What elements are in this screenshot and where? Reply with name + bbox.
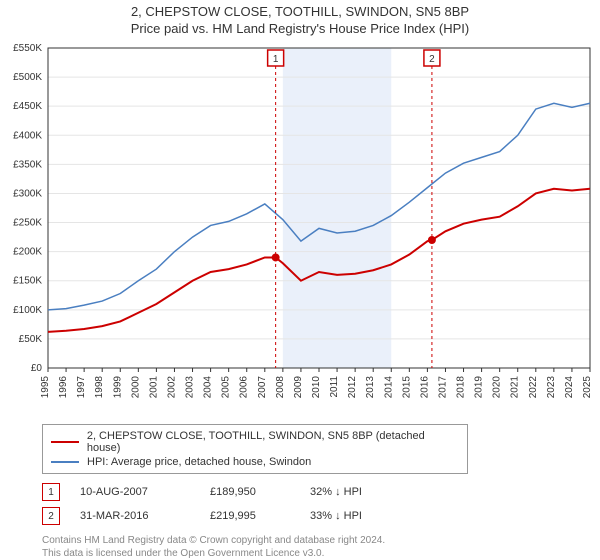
legend: 2, CHEPSTOW CLOSE, TOOTHILL, SWINDON, SN… bbox=[42, 424, 468, 474]
sales-table: 1 10-AUG-2007 £189,950 32% ↓ HPI 2 31-MAR-201… bbox=[42, 480, 600, 528]
svg-text:2017: 2017 bbox=[437, 376, 448, 399]
svg-text:2000: 2000 bbox=[130, 376, 141, 399]
line-chart-svg: £0 £50K £100K £150K £200K £250K £300K £350K £400… bbox=[0, 38, 600, 418]
svg-text:2005: 2005 bbox=[221, 376, 232, 399]
sale-pct-vs-hpi: 32% ↓ HPI bbox=[310, 486, 410, 498]
sale-marker-box: 2 bbox=[42, 507, 60, 525]
svg-text:2016: 2016 bbox=[419, 376, 430, 399]
svg-text:2001: 2001 bbox=[148, 376, 159, 399]
svg-text:2012: 2012 bbox=[347, 376, 358, 399]
svg-text:2013: 2013 bbox=[365, 376, 376, 399]
legend-swatch bbox=[51, 441, 79, 443]
svg-text:£400K: £400K bbox=[13, 130, 42, 141]
svg-text:£200K: £200K bbox=[13, 247, 42, 258]
svg-text:1999: 1999 bbox=[112, 376, 123, 399]
title-main: 2, CHEPSTOW CLOSE, TOOTHILL, SWINDON, SN… bbox=[0, 4, 600, 19]
svg-text:2015: 2015 bbox=[401, 376, 412, 399]
svg-text:£450K: £450K bbox=[13, 101, 42, 112]
svg-text:2002: 2002 bbox=[166, 376, 177, 399]
svg-text:2021: 2021 bbox=[510, 376, 521, 399]
svg-text:£150K: £150K bbox=[13, 276, 42, 287]
legend-item: 2, CHEPSTOW CLOSE, TOOTHILL, SWINDON, SN… bbox=[51, 429, 459, 455]
legend-swatch bbox=[51, 461, 79, 463]
sale-pct-vs-hpi: 33% ↓ HPI bbox=[310, 510, 410, 522]
svg-text:2007: 2007 bbox=[257, 376, 268, 399]
legend-label: 2, CHEPSTOW CLOSE, TOOTHILL, SWINDON, SN… bbox=[87, 430, 459, 454]
svg-text:£300K: £300K bbox=[13, 188, 42, 199]
svg-text:1998: 1998 bbox=[94, 376, 105, 399]
sale-marker-box: 1 bbox=[42, 483, 60, 501]
svg-text:£50K: £50K bbox=[19, 334, 43, 345]
svg-text:1997: 1997 bbox=[76, 376, 87, 399]
svg-text:2024: 2024 bbox=[564, 376, 575, 399]
sale-row: 2 31-MAR-2016 £219,995 33% ↓ HPI bbox=[42, 504, 600, 528]
sale-price: £219,995 bbox=[210, 510, 290, 522]
svg-text:£100K: £100K bbox=[13, 305, 42, 316]
svg-text:£500K: £500K bbox=[13, 72, 42, 83]
svg-text:2004: 2004 bbox=[203, 376, 214, 399]
legend-label: HPI: Average price, detached house, Swin… bbox=[87, 456, 311, 468]
svg-text:£550K: £550K bbox=[13, 43, 42, 54]
footer-attribution: Contains HM Land Registry data © Crown c… bbox=[42, 534, 600, 560]
svg-text:1: 1 bbox=[273, 54, 279, 65]
svg-text:2025: 2025 bbox=[582, 376, 593, 399]
svg-text:2023: 2023 bbox=[546, 376, 557, 399]
footer-line-2: This data is licensed under the Open Gov… bbox=[42, 547, 600, 560]
svg-text:2018: 2018 bbox=[456, 376, 467, 399]
sale-row: 1 10-AUG-2007 £189,950 32% ↓ HPI bbox=[42, 480, 600, 504]
svg-text:2010: 2010 bbox=[311, 376, 322, 399]
svg-text:2009: 2009 bbox=[293, 376, 304, 399]
svg-text:£350K: £350K bbox=[13, 159, 42, 170]
svg-text:2008: 2008 bbox=[275, 376, 286, 399]
svg-text:2022: 2022 bbox=[528, 376, 539, 399]
svg-text:1995: 1995 bbox=[40, 376, 51, 399]
svg-text:1996: 1996 bbox=[58, 376, 69, 399]
svg-text:2011: 2011 bbox=[329, 376, 340, 398]
sale-price: £189,950 bbox=[210, 486, 290, 498]
sale-date: 31-MAR-2016 bbox=[80, 510, 190, 522]
title-block: 2, CHEPSTOW CLOSE, TOOTHILL, SWINDON, SN… bbox=[0, 0, 600, 38]
svg-text:2: 2 bbox=[429, 54, 435, 65]
svg-text:2019: 2019 bbox=[474, 376, 485, 399]
legend-item: HPI: Average price, detached house, Swin… bbox=[51, 455, 459, 469]
svg-text:2014: 2014 bbox=[383, 376, 394, 399]
svg-text:£0: £0 bbox=[31, 363, 43, 374]
chart-area: £0 £50K £100K £150K £200K £250K £300K £350K £400… bbox=[0, 38, 600, 418]
svg-text:2006: 2006 bbox=[239, 376, 250, 399]
svg-text:£250K: £250K bbox=[13, 218, 42, 229]
svg-text:2020: 2020 bbox=[492, 376, 503, 399]
chart-container: 2, CHEPSTOW CLOSE, TOOTHILL, SWINDON, SN… bbox=[0, 0, 600, 560]
sale-date: 10-AUG-2007 bbox=[80, 486, 190, 498]
svg-text:2003: 2003 bbox=[185, 376, 196, 399]
footer-line-1: Contains HM Land Registry data © Crown c… bbox=[42, 534, 600, 547]
title-sub: Price paid vs. HM Land Registry's House … bbox=[0, 21, 600, 36]
